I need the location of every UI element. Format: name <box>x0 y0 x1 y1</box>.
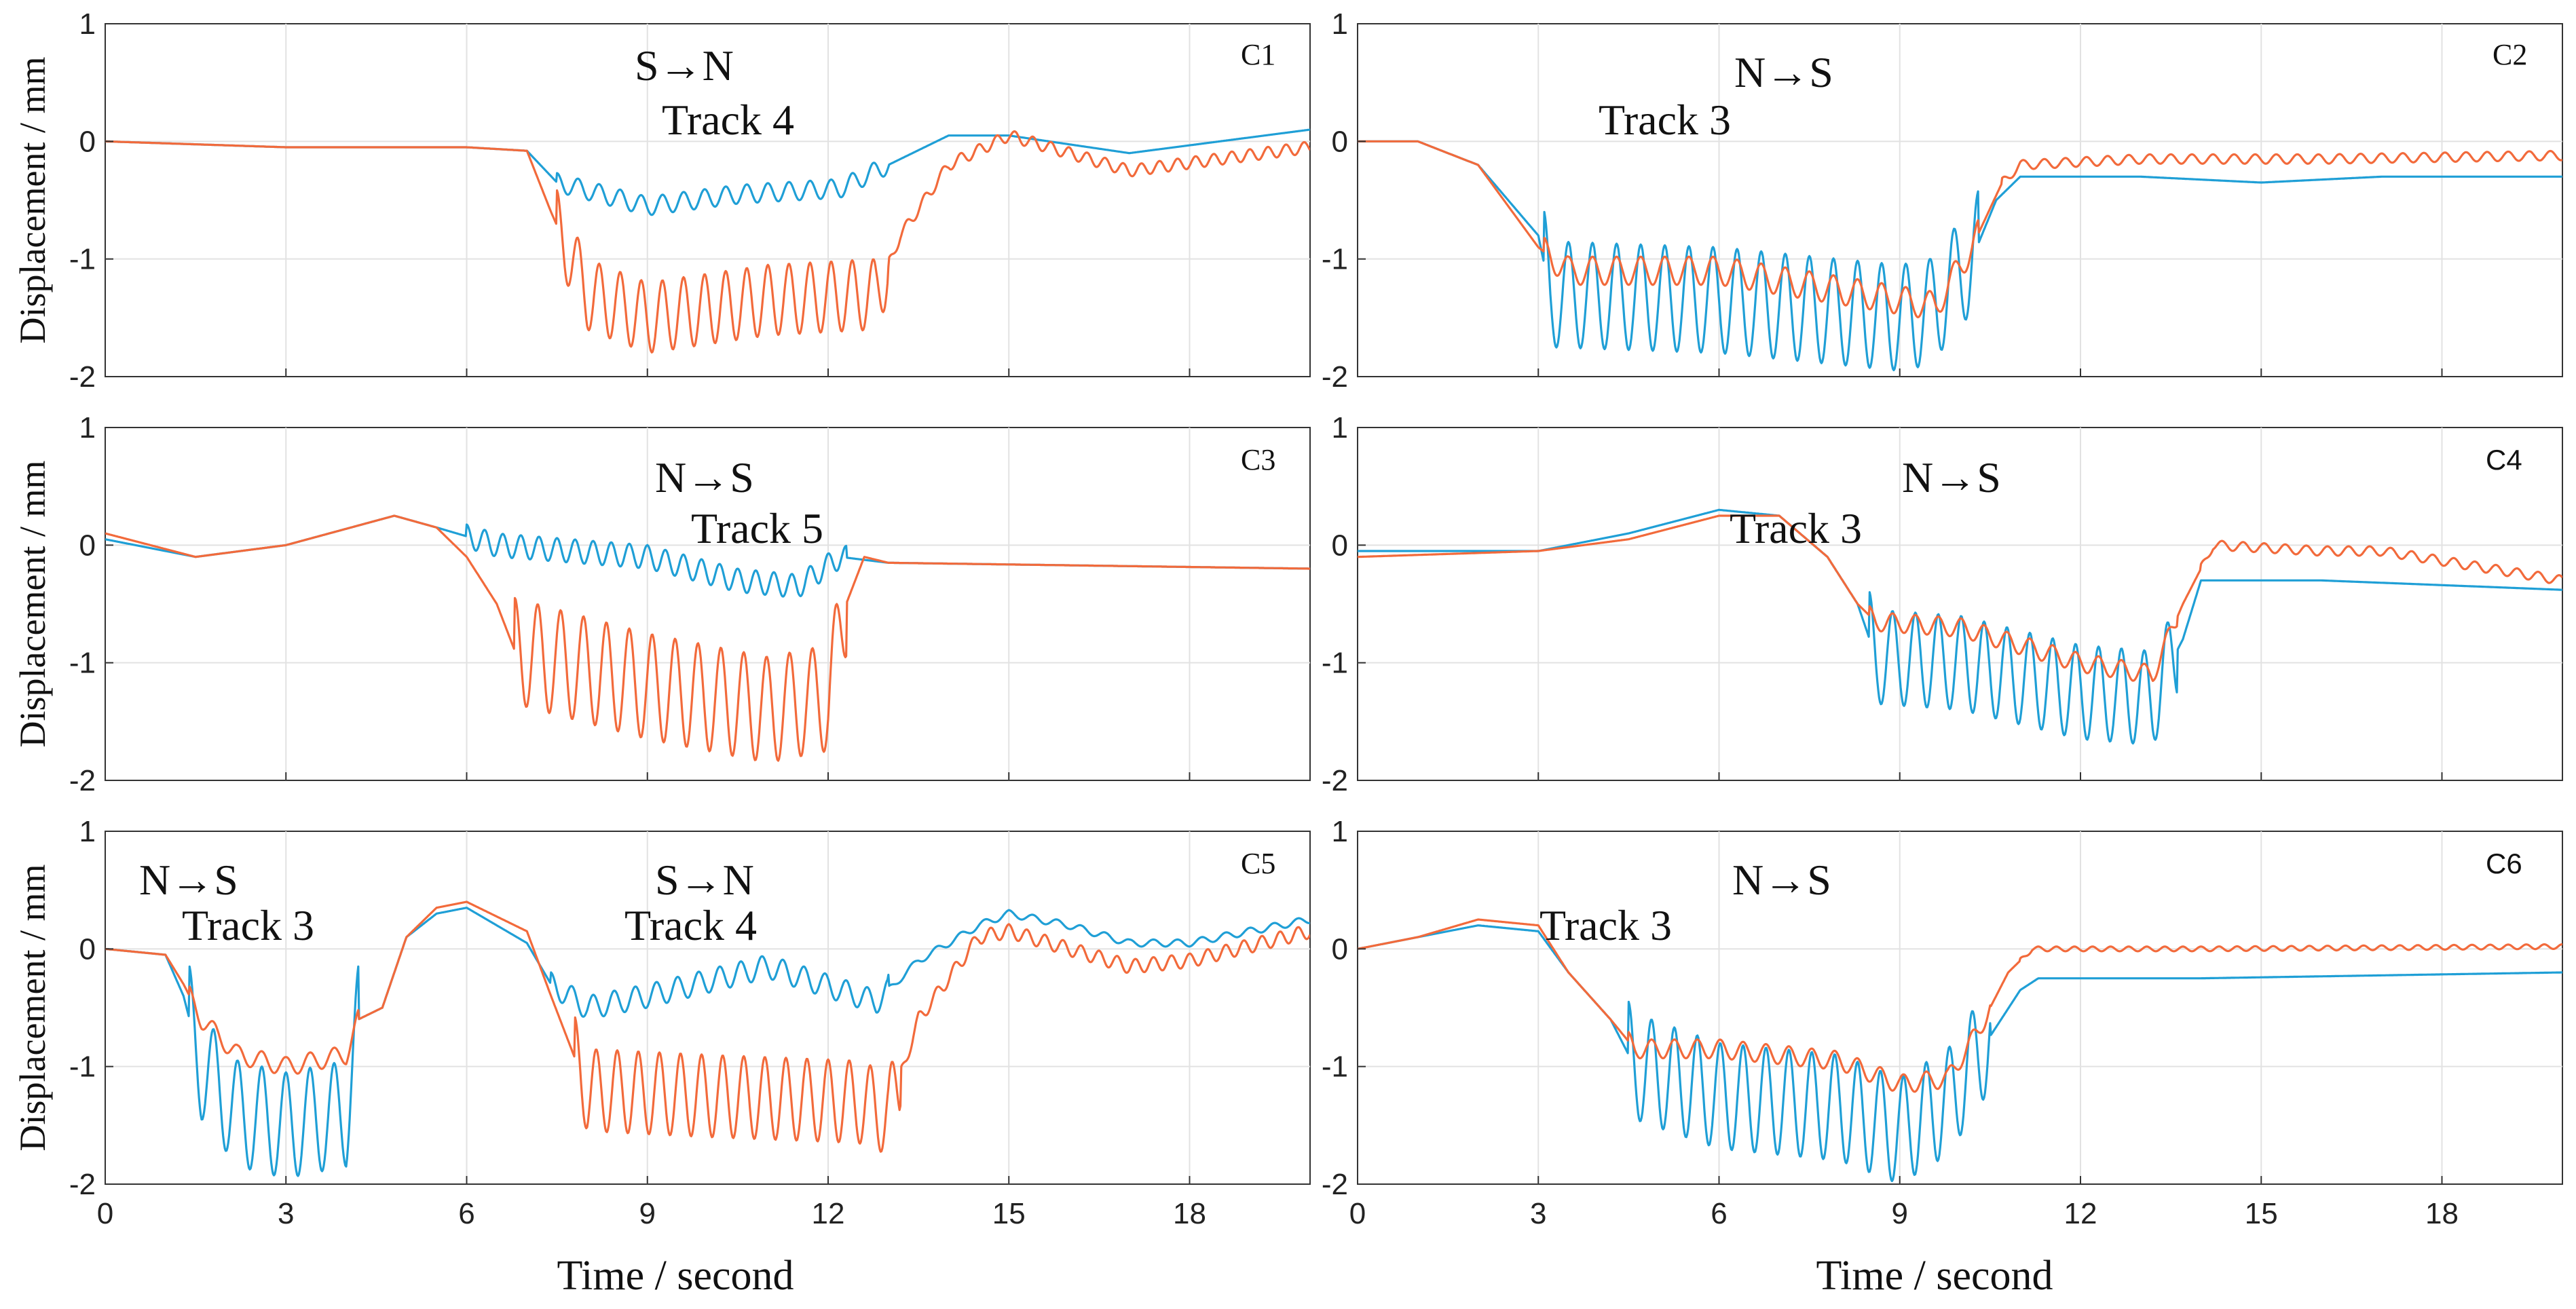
y-tick-label: 0 <box>79 529 96 562</box>
track-annotation: Track 3 <box>1730 504 1862 552</box>
y-tick-label: -1 <box>1322 1050 1348 1084</box>
panel-c5: 0 3 6 9 12 15 18 1 0 -1 -2 N→S Track 3 S→N Track 4… <box>12 815 1311 1299</box>
direction-annotation: N→S <box>1734 48 1833 96</box>
x-tick-label: 12 <box>812 1197 845 1230</box>
y-tick-label: 0 <box>79 932 96 966</box>
track-annotation: Track 5 <box>691 504 823 552</box>
x-tick-label: 15 <box>992 1197 1026 1230</box>
y-tick-label: -2 <box>69 764 96 797</box>
panel-label: C2 <box>2493 38 2527 71</box>
panel-c2: 1 0 -1 -2 N→S Track 3 C2 <box>1322 7 2563 394</box>
panel-c4: 1 0 -1 -2 N→S Track 3 C4 <box>1322 411 2563 797</box>
x-tick-label: 0 <box>97 1197 113 1230</box>
series-line-orange <box>105 514 1310 762</box>
x-tick-label: 3 <box>278 1197 294 1230</box>
y-tick-label: -1 <box>69 1050 96 1084</box>
y-tick-label: 1 <box>1332 7 1348 41</box>
y-tick-label: -1 <box>69 647 96 680</box>
plot-frame <box>105 427 1311 781</box>
plot-frame <box>1357 23 2563 377</box>
y-tick-label: -1 <box>1322 243 1348 276</box>
x-tick-label: 0 <box>1349 1197 1366 1230</box>
direction-annotation: N→S <box>139 856 238 904</box>
y-axis-label: Displacement / mm <box>12 461 53 748</box>
x-tick-label: 3 <box>1530 1197 1546 1230</box>
y-tick-label: 0 <box>1332 125 1348 158</box>
direction-annotation: N→S <box>1732 856 1831 904</box>
y-tick-label: -2 <box>1322 764 1348 797</box>
y-tick-label: -2 <box>69 360 96 394</box>
y-tick-label: 1 <box>79 815 96 848</box>
direction-annotation: S→N <box>655 856 754 904</box>
series-line-orange <box>105 130 1310 354</box>
series-line-orange <box>105 900 1310 1153</box>
x-tick-label: 9 <box>639 1197 656 1230</box>
y-tick-label: -1 <box>1322 647 1348 680</box>
panel-label: C4 <box>2486 444 2522 476</box>
x-tick-label: 6 <box>1711 1197 1727 1230</box>
series-line-blue <box>1358 140 2562 372</box>
series-line-orange <box>1358 140 2562 319</box>
panel-label: C6 <box>2486 848 2522 879</box>
plot-frame <box>1357 427 2563 781</box>
panel-c3: 1 0 -1 -2 N→S Track 5 C3 Displacement / mm <box>12 411 1311 797</box>
x-axis-label: Time / second <box>1816 1253 2053 1299</box>
panel-c1: 1 0 -1 -2 S→N Track 4 C1 Displacement / mm <box>12 7 1311 394</box>
x-tick-label: 9 <box>1892 1197 1908 1230</box>
track-annotation: Track 3 <box>182 901 314 949</box>
y-tick-label: 0 <box>1332 529 1348 562</box>
x-tick-label: 18 <box>1173 1197 1206 1230</box>
y-tick-label: 0 <box>1332 932 1348 966</box>
y-tick-label: 1 <box>79 411 96 444</box>
x-axis-label: Time / second <box>557 1253 794 1299</box>
y-tick-label: -1 <box>69 243 96 276</box>
plot-frame <box>1357 831 2563 1185</box>
y-axis-label: Displacement / mm <box>12 57 53 344</box>
y-tick-label: -2 <box>1322 360 1348 394</box>
x-tick-label: 6 <box>458 1197 474 1230</box>
direction-annotation: N→S <box>655 453 754 501</box>
track-annotation: Track 4 <box>662 96 794 144</box>
panel-label: C1 <box>1241 38 1275 71</box>
panel-label: C3 <box>1241 443 1275 476</box>
track-annotation: Track 4 <box>624 901 757 949</box>
panel-label: C5 <box>1241 847 1275 880</box>
y-tick-label: -2 <box>69 1168 96 1201</box>
y-tick-label: 0 <box>79 125 96 158</box>
direction-annotation: S→N <box>635 41 734 90</box>
y-tick-label: 1 <box>1332 411 1348 444</box>
series-line-orange <box>1358 514 2562 682</box>
panel-c6: 0 3 6 9 12 15 18 1 0 -1 -2 N→S Track 3 C6 Time / s… <box>1322 815 2563 1299</box>
plot-frame <box>105 831 1311 1185</box>
x-tick-label: 12 <box>2064 1197 2097 1230</box>
plot-frame <box>105 23 1311 377</box>
y-axis-label: Displacement / mm <box>12 865 53 1152</box>
y-tick-label: 1 <box>1332 815 1348 848</box>
direction-annotation: N→S <box>1902 453 2001 501</box>
track-annotation: Track 3 <box>1599 96 1731 144</box>
series-line-orange <box>1358 918 2562 1093</box>
x-tick-label: 18 <box>2425 1197 2459 1230</box>
series-line-blue <box>105 907 1310 1177</box>
y-tick-label: 1 <box>79 7 96 41</box>
track-annotation: Track 3 <box>1539 901 1672 949</box>
x-tick-label: 15 <box>2245 1197 2278 1230</box>
y-tick-label: -2 <box>1322 1168 1348 1201</box>
